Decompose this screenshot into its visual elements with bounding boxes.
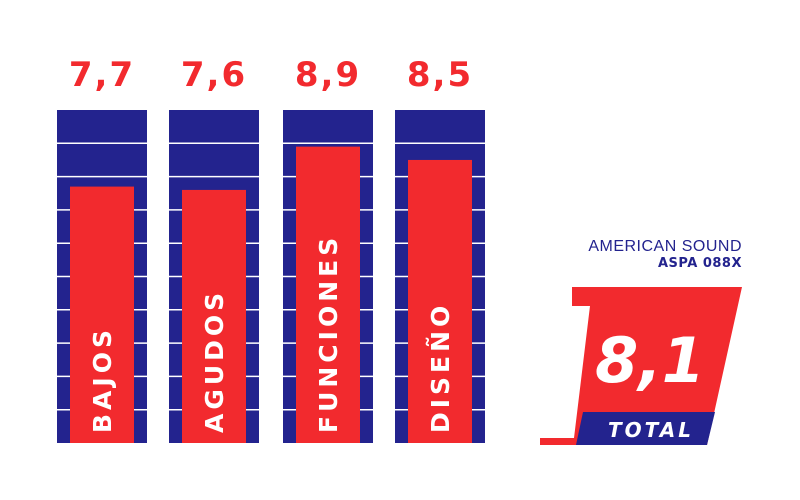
- brand-name: AMERICAN SOUND: [588, 238, 742, 255]
- category-label: DISEÑO: [426, 302, 455, 433]
- total-badge-background: [540, 287, 742, 445]
- bar-group-2: FUNCIONES 8,9: [283, 55, 373, 443]
- bar: [182, 189, 246, 443]
- value-label: 7,7: [69, 55, 135, 95]
- product-info: AMERICAN SOUND ASPA 088X: [560, 238, 742, 272]
- bar: [296, 146, 360, 443]
- category-label: AGUDOS: [200, 289, 229, 433]
- bar-group-1: AGUDOS 7,6: [169, 55, 259, 443]
- bar: [408, 159, 472, 443]
- category-label: BAJOS: [88, 326, 117, 433]
- value-label: 7,6: [181, 55, 247, 95]
- bar-group-0: BAJOS 7,7: [57, 55, 147, 443]
- total-label-band: [576, 412, 715, 445]
- bar: [70, 186, 134, 443]
- bar-group-3: DISEÑO 8,5: [395, 55, 485, 443]
- value-label: 8,9: [295, 55, 361, 95]
- model-name: ASPA 088X: [657, 256, 742, 271]
- total-score: 8,1: [595, 324, 705, 397]
- category-label: FUNCIONES: [314, 234, 343, 433]
- total-label: TOTAL: [608, 418, 694, 442]
- value-label: 8,5: [407, 55, 473, 95]
